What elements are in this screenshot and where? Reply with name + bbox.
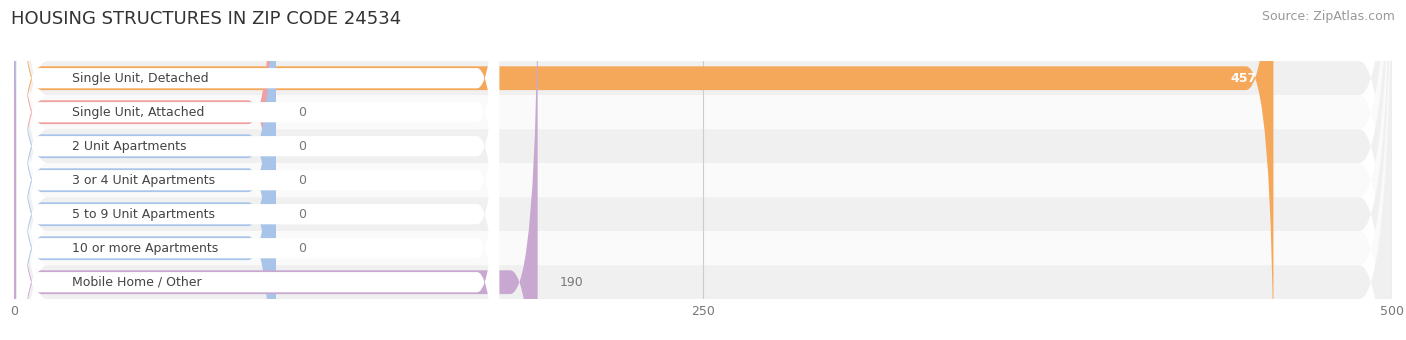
Text: 0: 0 xyxy=(298,174,307,187)
FancyBboxPatch shape xyxy=(14,0,276,340)
FancyBboxPatch shape xyxy=(17,0,499,340)
Text: 190: 190 xyxy=(560,276,583,289)
FancyBboxPatch shape xyxy=(14,0,276,340)
FancyBboxPatch shape xyxy=(14,0,276,340)
Text: Single Unit, Detached: Single Unit, Detached xyxy=(72,72,208,85)
Text: 5 to 9 Unit Apartments: 5 to 9 Unit Apartments xyxy=(72,208,215,221)
FancyBboxPatch shape xyxy=(17,0,499,340)
FancyBboxPatch shape xyxy=(14,0,1392,340)
Text: 10 or more Apartments: 10 or more Apartments xyxy=(72,242,218,255)
FancyBboxPatch shape xyxy=(14,0,1392,340)
FancyBboxPatch shape xyxy=(14,0,1392,340)
FancyBboxPatch shape xyxy=(14,0,1392,340)
FancyBboxPatch shape xyxy=(17,0,499,340)
FancyBboxPatch shape xyxy=(17,0,499,340)
FancyBboxPatch shape xyxy=(14,0,1274,340)
FancyBboxPatch shape xyxy=(14,0,1392,340)
FancyBboxPatch shape xyxy=(17,0,499,340)
Text: 0: 0 xyxy=(298,242,307,255)
Text: 3 or 4 Unit Apartments: 3 or 4 Unit Apartments xyxy=(72,174,215,187)
Text: 0: 0 xyxy=(298,140,307,153)
FancyBboxPatch shape xyxy=(17,20,499,340)
Text: Single Unit, Attached: Single Unit, Attached xyxy=(72,106,204,119)
Text: HOUSING STRUCTURES IN ZIP CODE 24534: HOUSING STRUCTURES IN ZIP CODE 24534 xyxy=(11,10,402,28)
Text: 0: 0 xyxy=(298,106,307,119)
FancyBboxPatch shape xyxy=(14,0,1392,340)
Text: 0: 0 xyxy=(298,208,307,221)
FancyBboxPatch shape xyxy=(17,0,499,340)
Text: Mobile Home / Other: Mobile Home / Other xyxy=(72,276,201,289)
FancyBboxPatch shape xyxy=(14,0,276,340)
FancyBboxPatch shape xyxy=(14,0,1392,340)
Text: Source: ZipAtlas.com: Source: ZipAtlas.com xyxy=(1261,10,1395,23)
FancyBboxPatch shape xyxy=(14,0,537,340)
Text: 2 Unit Apartments: 2 Unit Apartments xyxy=(72,140,187,153)
FancyBboxPatch shape xyxy=(14,0,276,340)
Text: 457: 457 xyxy=(1230,72,1257,85)
